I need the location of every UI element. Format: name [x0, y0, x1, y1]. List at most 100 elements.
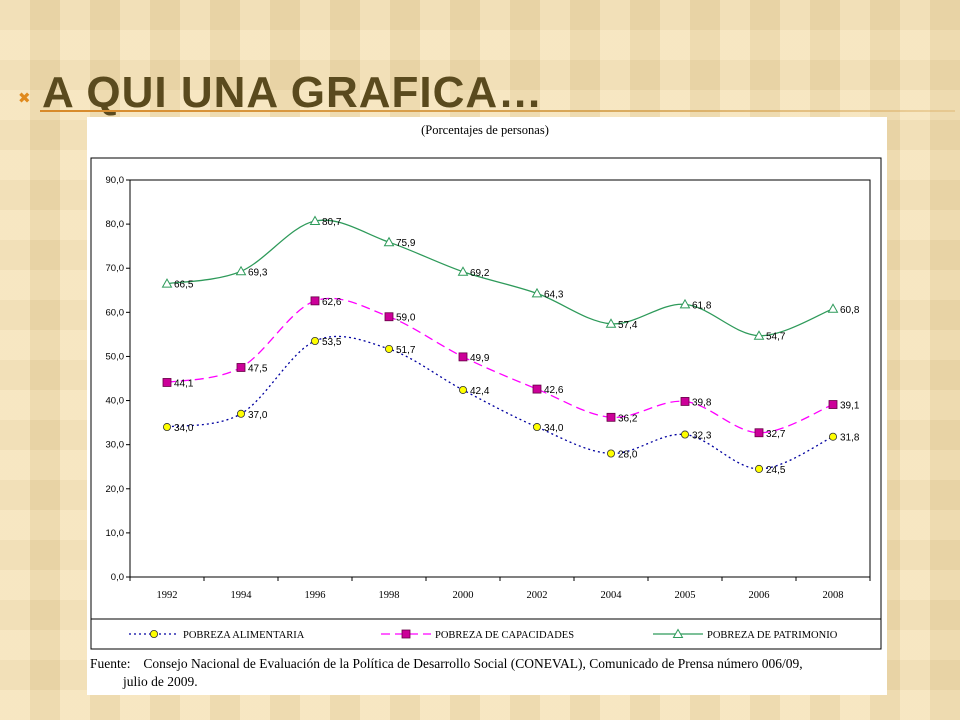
- source-note: Fuente: Consejo Nacional de Evaluación d…: [90, 655, 882, 691]
- data-label: 44,1: [174, 378, 194, 389]
- data-label: 69,2: [470, 268, 490, 279]
- data-point: [235, 265, 247, 276]
- data-label: 59,0: [396, 313, 416, 324]
- y-tick-label: 40,0: [106, 396, 125, 407]
- y-tick-label: 90,0: [106, 175, 125, 186]
- data-point: [672, 628, 684, 638]
- data-point: [384, 312, 394, 322]
- series-line: [166, 297, 834, 434]
- data-point: [150, 630, 159, 639]
- poverty-line-chart: (Porcentajes de personas) 0,0 10,0 20,0 30,0…: [90, 123, 882, 650]
- data-point: [754, 428, 764, 438]
- x-tick-label: 2005: [675, 590, 696, 601]
- data-point: [532, 423, 541, 432]
- data-label: 64,3: [544, 289, 564, 300]
- title-divider: [40, 110, 955, 112]
- x-tick-label: 1992: [157, 590, 178, 601]
- data-label: 49,9: [470, 353, 490, 364]
- data-label: 34,0: [174, 423, 194, 434]
- data-label: 24,5: [766, 465, 786, 476]
- data-point: [384, 344, 393, 353]
- x-tick-label: 2002: [527, 590, 548, 601]
- slide-bullet-icon: ✖: [18, 89, 31, 107]
- data-label: 31,8: [840, 433, 860, 444]
- legend-item: POBREZA ALIMENTARIA: [129, 630, 305, 641]
- data-point: [829, 432, 838, 441]
- plot-area: [129, 179, 871, 578]
- y-tick-label: 0,0: [111, 572, 124, 583]
- data-point: [531, 287, 543, 298]
- y-tick-label: 70,0: [106, 263, 125, 274]
- data-label: 28,0: [618, 449, 638, 460]
- data-label: 51,7: [396, 345, 416, 356]
- data-label: 62,6: [322, 297, 342, 308]
- series-line: [166, 219, 834, 337]
- data-point: [532, 384, 542, 394]
- data-label: 54,7: [766, 332, 786, 343]
- data-point: [310, 337, 319, 346]
- data-point: [310, 296, 320, 306]
- x-tick-label: 1994: [231, 590, 253, 601]
- data-label: 42,4: [470, 386, 490, 397]
- source-label: Fuente:: [90, 656, 131, 671]
- source-text: Consejo Nacional de Evaluación de la Pol…: [143, 656, 803, 671]
- legend-label: POBREZA DE CAPACIDADES: [435, 630, 574, 641]
- data-label: 60,8: [840, 305, 860, 316]
- y-tick-label: 80,0: [106, 219, 125, 230]
- data-point: [605, 318, 617, 328]
- data-label: 36,2: [618, 413, 638, 424]
- data-label: 61,8: [692, 300, 712, 311]
- data-point: [458, 352, 468, 362]
- data-point: [607, 449, 616, 458]
- data-label: 39,1: [840, 401, 860, 412]
- y-tick-label: 50,0: [106, 351, 125, 362]
- data-point: [681, 430, 690, 439]
- data-point: [309, 215, 321, 226]
- data-point: [827, 303, 839, 313]
- data-point: [679, 298, 691, 309]
- y-tick-label: 60,0: [106, 307, 125, 318]
- data-point: [755, 464, 764, 473]
- data-label: 42,6: [544, 385, 564, 396]
- legend-label: POBREZA DE PATRIMONIO: [707, 630, 838, 641]
- data-label: 39,8: [692, 397, 712, 408]
- slide-title: A QUI UNA GRAFICA…: [42, 68, 544, 117]
- data-label: 66,5: [174, 280, 194, 291]
- chart-panel: (Porcentajes de personas) 0,0 10,0 20,0 30,0…: [87, 117, 887, 695]
- x-tick-label: 1996: [305, 590, 326, 601]
- legend-item: POBREZA DE PATRIMONIO: [653, 628, 838, 641]
- data-point: [828, 400, 838, 409]
- data-label: 69,3: [248, 267, 268, 278]
- source-text-continued: julio de 2009.: [123, 674, 198, 689]
- data-label: 53,5: [322, 337, 342, 348]
- series-pobreza-alimentaria: 34,0 37,0 53,5 51,7 42,4 34,0 28,0 32,3 24,5 31,8: [163, 335, 860, 476]
- x-tick-label: 2004: [601, 590, 623, 601]
- series-pobreza-de-capacidades: 44,1 47,5 62,6 59,0 49,9 42,6 36,2 39,8 32,7 39,1: [162, 296, 860, 440]
- x-tick-label: 2006: [749, 590, 770, 601]
- chart-frame: [90, 157, 882, 650]
- x-tick-label: 1998: [379, 590, 400, 601]
- data-point: [163, 423, 172, 432]
- data-point: [457, 266, 469, 276]
- y-tick-label: 20,0: [106, 484, 125, 495]
- data-point: [162, 378, 172, 387]
- data-point: [606, 412, 616, 422]
- data-point: [161, 278, 173, 288]
- series-pobreza-de-patrimonio: 66,5 69,3 80,7 75,9 69,2 64,3 57,4 61,8 54,7 60,8: [161, 215, 860, 343]
- data-point: [401, 629, 411, 639]
- data-label: 34,0: [544, 423, 564, 434]
- x-tick-label: 2008: [823, 590, 844, 601]
- data-point: [458, 385, 467, 394]
- series-line: [166, 335, 834, 470]
- y-tick-label: 10,0: [106, 528, 125, 539]
- legend-label: POBREZA ALIMENTARIA: [183, 630, 305, 641]
- data-label: 75,9: [396, 238, 416, 249]
- data-label: 37,0: [248, 410, 268, 421]
- data-label: 32,7: [766, 429, 786, 440]
- data-label: 32,3: [692, 431, 712, 442]
- data-point: [753, 330, 765, 340]
- x-tick-label: 2000: [453, 590, 474, 601]
- data-point: [680, 397, 690, 406]
- data-label: 57,4: [618, 320, 638, 331]
- data-point: [236, 363, 246, 372]
